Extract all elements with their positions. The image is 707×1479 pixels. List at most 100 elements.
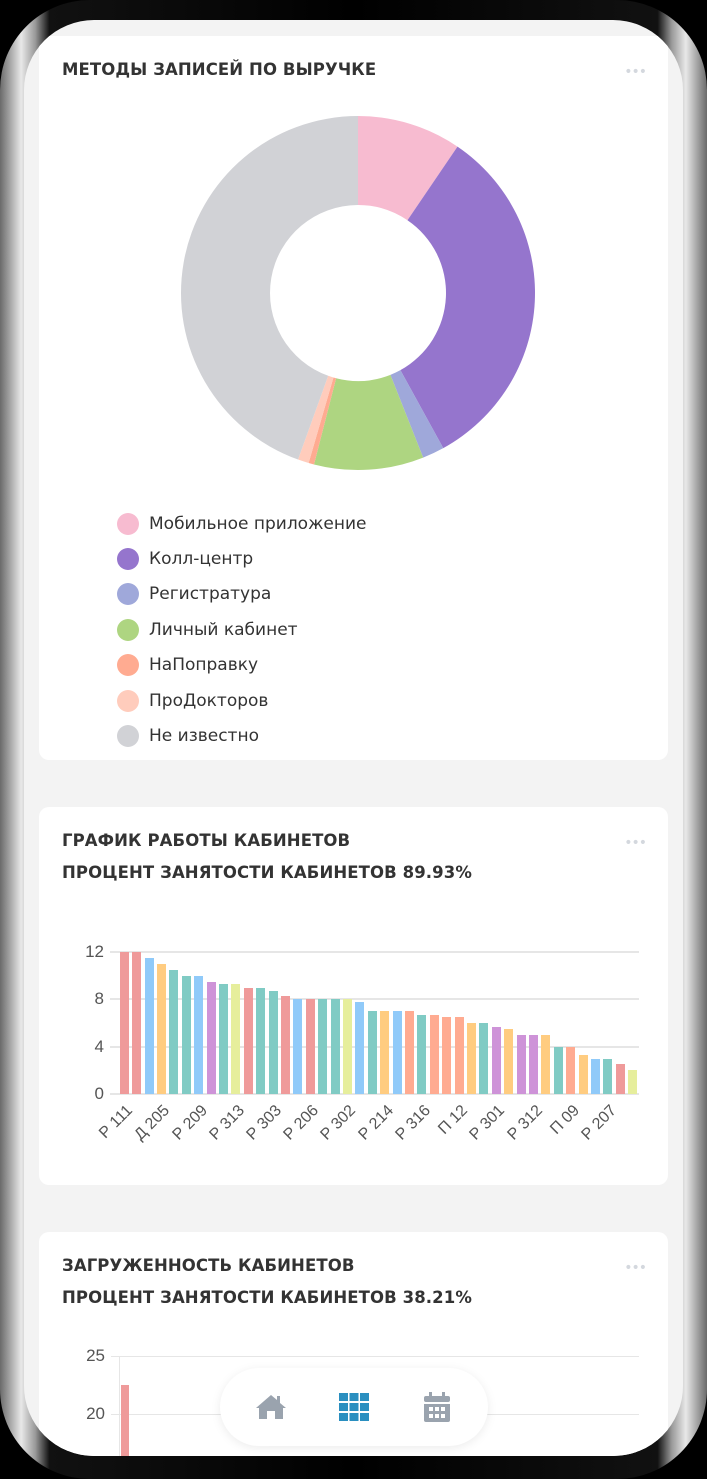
- bar[interactable]: [429, 1014, 439, 1094]
- bar[interactable]: [218, 983, 228, 1094]
- card-subtitle: ПРОЦЕНТ ЗАНЯТОСТИ КАБИНЕТОВ 89.93%: [62, 863, 472, 882]
- legend-label: Личный кабинет: [149, 619, 298, 640]
- bar[interactable]: [454, 1017, 464, 1094]
- bar[interactable]: [268, 991, 278, 1094]
- bar[interactable]: [405, 1011, 414, 1094]
- y-tick-label: 25: [86, 1346, 105, 1365]
- legend-swatch: [117, 725, 139, 748]
- bar[interactable]: [467, 1023, 477, 1094]
- bar[interactable]: [231, 983, 241, 1094]
- legend-item[interactable]: Не известно: [117, 718, 366, 753]
- y-tick-label: 8: [94, 989, 104, 1009]
- bar[interactable]: [516, 1034, 526, 1094]
- bar[interactable]: [504, 1028, 514, 1094]
- y-tick-label: 0: [94, 1084, 104, 1103]
- bar[interactable]: [392, 1011, 402, 1094]
- nav-calendar-button[interactable]: [420, 1390, 454, 1424]
- donut-segment[interactable]: [313, 374, 424, 470]
- bar[interactable]: [305, 999, 315, 1094]
- bar[interactable]: [194, 975, 204, 1094]
- legend-label: Мобильное приложение: [149, 513, 367, 534]
- bar[interactable]: [355, 1001, 365, 1094]
- donut-segment[interactable]: [390, 370, 444, 458]
- bar[interactable]: [144, 957, 154, 1094]
- legend-item[interactable]: НаПоправку: [117, 648, 366, 683]
- calendar-icon: [424, 1392, 450, 1422]
- legend-swatch: [117, 548, 139, 571]
- nav-home-button[interactable]: [254, 1390, 288, 1424]
- bar[interactable]: [553, 1046, 563, 1094]
- legend-item[interactable]: Регистратура: [117, 577, 366, 612]
- bottom-nav: [220, 1368, 488, 1446]
- legend-swatch: [117, 512, 139, 535]
- card-title: ЗАГРУЖЕННОСТЬ КАБИНЕТОВ: [62, 1256, 355, 1275]
- legend-item[interactable]: ПроДокторов: [117, 683, 366, 718]
- bar[interactable]: [541, 1034, 551, 1094]
- bar[interactable]: [181, 975, 191, 1094]
- legend-label: ПроДокторов: [149, 690, 269, 711]
- bar[interactable]: [367, 1011, 377, 1094]
- legend-label: НаПоправку: [149, 655, 259, 676]
- card-menu-button[interactable]: •••: [624, 64, 647, 80]
- bar[interactable]: [591, 1058, 601, 1094]
- donut-chart: [181, 116, 535, 470]
- bar[interactable]: [342, 999, 352, 1094]
- y-tick-label: 4: [94, 1036, 104, 1056]
- bar[interactable]: [479, 1023, 489, 1094]
- bar[interactable]: [156, 963, 166, 1094]
- bar[interactable]: [206, 981, 216, 1094]
- legend-item[interactable]: Мобильное приложение: [117, 506, 366, 541]
- card-menu-button[interactable]: •••: [624, 1260, 647, 1276]
- legend-label: Колл-центр: [149, 549, 254, 570]
- bar[interactable]: [169, 969, 179, 1094]
- bar[interactable]: [442, 1017, 452, 1094]
- bar[interactable]: [529, 1034, 539, 1094]
- donut-segment[interactable]: [308, 377, 337, 465]
- donut-segment[interactable]: [358, 116, 458, 221]
- card-menu-button[interactable]: •••: [624, 835, 647, 851]
- y-tick-label: 12: [85, 942, 104, 961]
- card-title: МЕТОДЫ ЗАПИСЕЙ ПО ВЫРУЧКЕ: [62, 60, 377, 79]
- bar-chart: 0 4 8 12 Р 111 Д 205 Р 209 Р 313 Р 303 Р 206 Р 302…: [39, 807, 668, 1185]
- chart-legend: Мобильное приложение Колл-центр Регистрату…: [117, 506, 366, 754]
- gridline: [110, 1093, 639, 1095]
- home-icon: [256, 1395, 286, 1419]
- gridline: [110, 998, 639, 1001]
- bar[interactable]: [280, 995, 290, 1094]
- card-subtitle: ПРОЦЕНТ ЗАНЯТОСТИ КАБИНЕТОВ 38.21%: [62, 1288, 472, 1307]
- donut-segment[interactable]: [400, 146, 535, 449]
- bar[interactable]: [578, 1054, 588, 1094]
- card-title: ГРАФИК РАБОТЫ КАБИНЕТОВ: [62, 831, 351, 850]
- donut-segment[interactable]: [181, 116, 358, 460]
- bar[interactable]: [380, 1011, 390, 1094]
- legend-swatch: [117, 654, 139, 677]
- bar[interactable]: [491, 1026, 501, 1094]
- bar[interactable]: [132, 952, 142, 1094]
- bar[interactable]: [256, 987, 266, 1094]
- bar[interactable]: [417, 1014, 427, 1094]
- bar[interactable]: [603, 1058, 613, 1094]
- legend-swatch: [117, 583, 139, 606]
- card-cabinet-schedule: ГРАФИК РАБОТЫ КАБИНЕТОВ ПРОЦЕНТ ЗАНЯТОСТ…: [39, 807, 668, 1185]
- bar[interactable]: [615, 1064, 625, 1094]
- bar[interactable]: [318, 999, 328, 1094]
- legend-item[interactable]: Колл-центр: [117, 541, 366, 576]
- bar[interactable]: [330, 999, 340, 1094]
- gridline: [111, 1356, 639, 1357]
- gridline: [110, 951, 639, 953]
- donut-segment[interactable]: [298, 375, 334, 463]
- card-booking-methods: МЕТОДЫ ЗАПИСЕЙ ПО ВЫРУЧКЕ ••• Мобильное …: [39, 36, 668, 760]
- bar[interactable]: [121, 1385, 129, 1456]
- y-axis-line: [119, 1356, 120, 1456]
- bar[interactable]: [566, 1046, 576, 1094]
- y-tick-label: 20: [86, 1404, 105, 1423]
- bar[interactable]: [293, 999, 303, 1094]
- nav-grid-button[interactable]: [337, 1390, 371, 1424]
- legend-swatch: [117, 689, 139, 712]
- bar[interactable]: [243, 987, 253, 1094]
- bar[interactable]: [628, 1070, 638, 1094]
- screen: МЕТОДЫ ЗАПИСЕЙ ПО ВЫРУЧКЕ ••• Мобильное …: [24, 20, 683, 1456]
- grid-icon: [339, 1393, 369, 1421]
- legend-item[interactable]: Личный кабинет: [117, 612, 366, 647]
- bar[interactable]: [119, 952, 129, 1094]
